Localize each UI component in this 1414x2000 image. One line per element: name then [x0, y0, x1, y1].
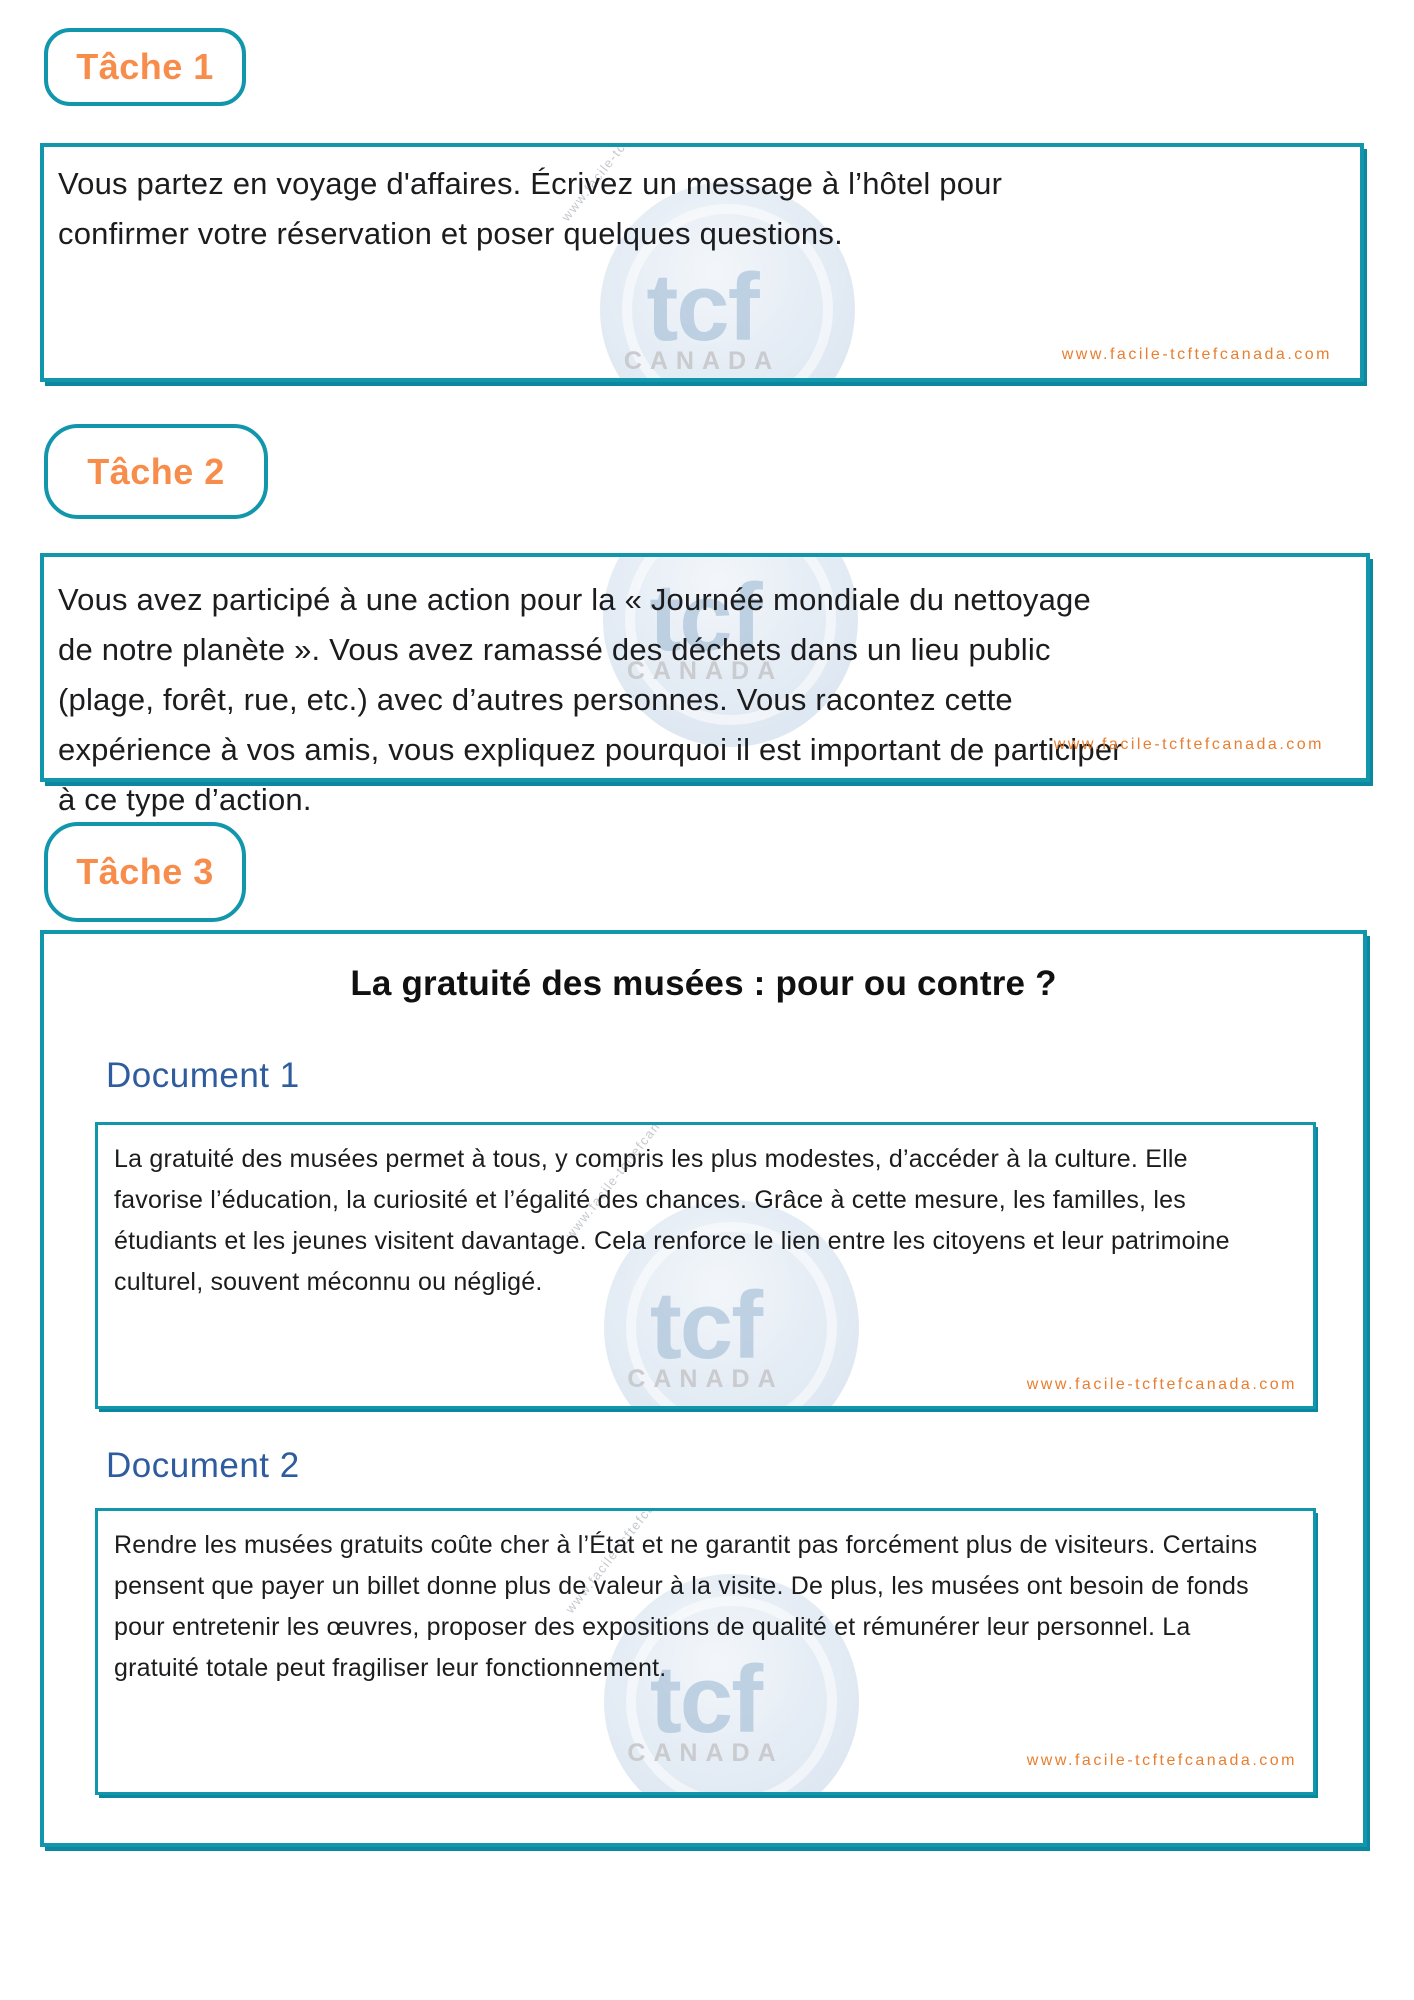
document2-heading: Document 2 — [106, 1446, 300, 1485]
task3-subject-title: La gratuité des musées : pour ou contre … — [350, 964, 1057, 1003]
canada-watermark-label: CANADA — [623, 347, 781, 375]
task1-badge: Tâche 1 — [44, 28, 246, 106]
canada-watermark-label: CANADA — [627, 1739, 784, 1767]
task1-badge-label: Tâche 1 — [76, 46, 214, 87]
task1-instructions: Vous partez en voyage d'affaires. Écrive… — [58, 166, 1003, 251]
task1-box: www.facile-tcftefcanada.com tcf CANADA V… — [40, 143, 1364, 382]
website-url: www.facile-tcftefcanada.com — [1053, 736, 1324, 753]
website-url: www.facile-tcftefcanada.com — [1026, 1752, 1297, 1769]
document1-text: La gratuité des musées permet à tous, y … — [114, 1145, 1230, 1296]
document2-text: Rendre les musées gratuits coûte cher à … — [114, 1531, 1258, 1682]
task2-instructions: Vous avez participé à une action pour la… — [58, 582, 1123, 817]
task3-box: La gratuité des musées : pour ou contre … — [40, 930, 1367, 1847]
website-url: www.facile-tcftefcanada.com — [1026, 1376, 1297, 1393]
task3-badge: Tâche 3 — [44, 822, 246, 922]
document1-box: www.facile-tcftefcanada.com tcf CANADA L… — [95, 1122, 1316, 1409]
canada-watermark-label: CANADA — [627, 1365, 784, 1393]
task2-badge-label: Tâche 2 — [87, 450, 225, 492]
task2-badge: Tâche 2 — [44, 424, 268, 519]
website-url: www.facile-tcftefcanada.com — [1061, 346, 1332, 363]
task3-badge-label: Tâche 3 — [76, 851, 214, 892]
document2-box: www.facile-tcftefcanada.com tcf CANADA R… — [95, 1508, 1316, 1795]
document1-heading: Document 1 — [106, 1056, 300, 1095]
task2-box: www.facile-tcftefcanada.com tcf CANADA V… — [40, 553, 1370, 817]
